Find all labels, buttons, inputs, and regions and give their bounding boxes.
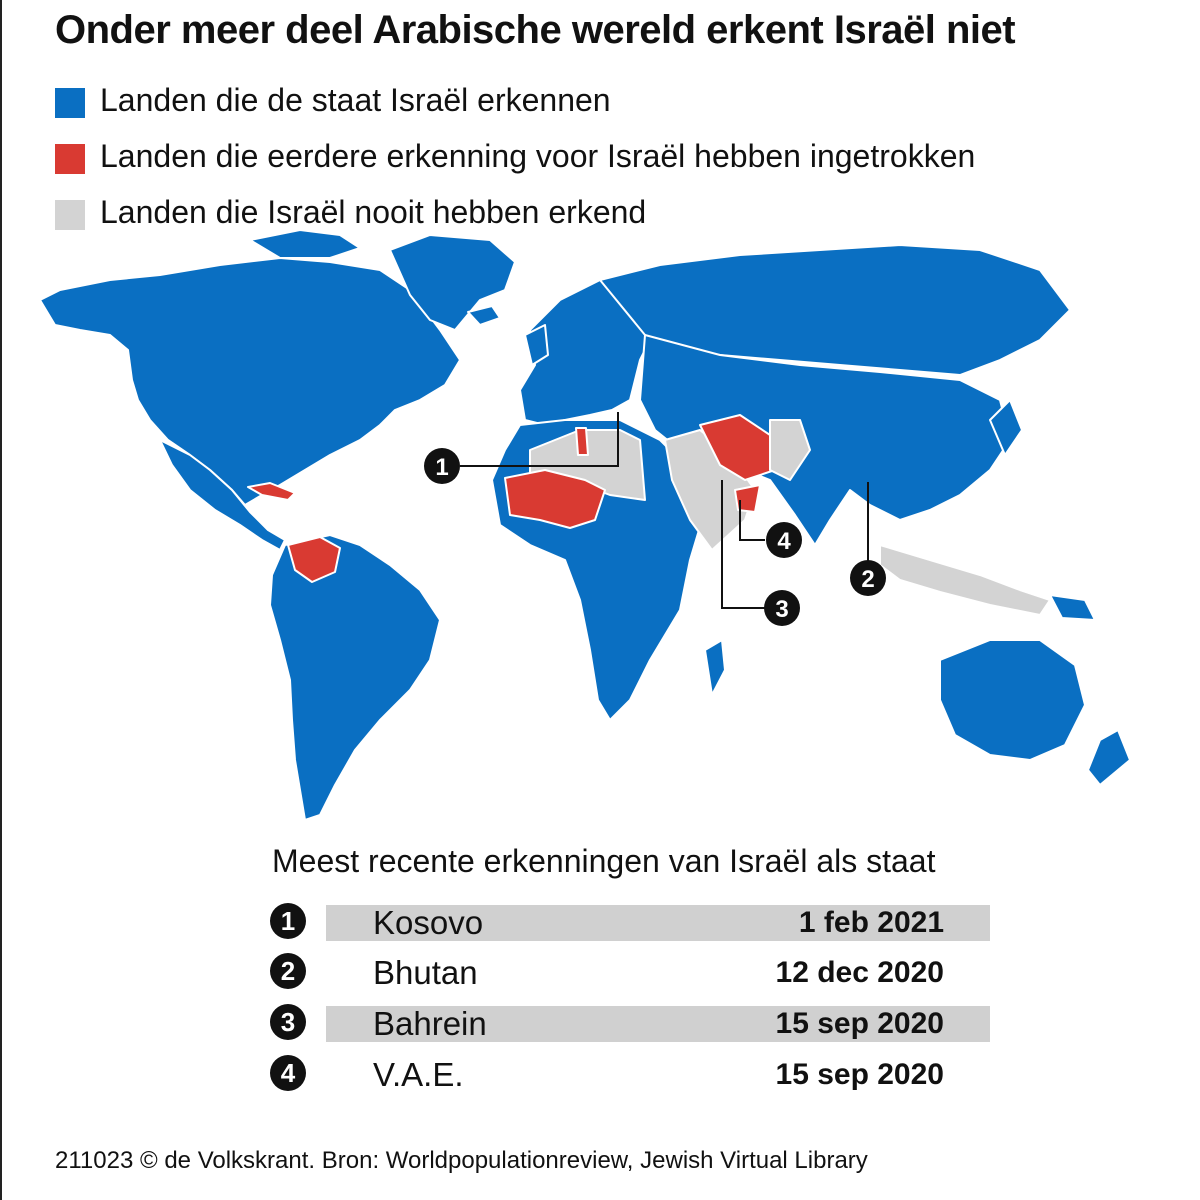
marker-2: 2 [850,560,886,596]
world-map: 1 2 3 4 [39,229,1131,821]
iceland [467,305,501,326]
recent-row: 3 Bahrein 15 sep 2020 [270,1004,990,1044]
mali-niger [504,469,606,529]
row-number: 1 [270,903,306,939]
row-date: 15 sep 2020 [775,1007,944,1040]
row-country: Kosovo [373,904,484,941]
row-number: 4 [270,1055,306,1091]
row-number: 3 [270,1004,306,1040]
south-america [269,534,441,821]
recent-row: 1 Kosovo 1 feb 2021 [270,903,990,943]
recent-row: 2 Bhutan 12 dec 2020 [270,953,990,993]
legend-swatch-never [55,200,85,230]
page-title: Onder meer deel Arabische wereld erkent … [55,8,1016,52]
pakistan-afghanistan-never [769,419,811,481]
row-band [326,905,990,941]
left-border [0,0,2,1200]
legend-label: Landen die eerdere erkenning voor Israël… [100,138,976,174]
row-band [326,1006,990,1042]
leader-line-4 [739,500,765,541]
japan [989,399,1023,456]
row-date: 15 sep 2020 [775,1058,944,1091]
greenland [389,234,516,331]
row-country: V.A.E. [373,1056,464,1093]
oman-yemen-withdrawn [734,484,761,513]
marker-4-label: 4 [777,528,791,555]
row-country: Bhutan [373,954,478,991]
north-america [39,257,461,506]
source-credit: 211023 © de Volkskrant. Bron: Worldpopul… [55,1147,868,1174]
indonesia-malaysia-never [879,544,1051,616]
marker-1: 1 [424,448,460,484]
row-country: Bahrein [373,1005,487,1042]
recent-recognitions-title: Meest recente erkenningen van Israël als… [272,843,936,879]
leader-line-1 [460,412,619,467]
australia [939,639,1086,761]
tunisia [575,427,589,456]
row-date: 12 dec 2020 [775,956,944,989]
new-zealand [1087,729,1131,786]
venezuela [287,536,341,583]
row-number: 2 [270,953,306,989]
uk [524,324,549,366]
arctic-islands [249,229,361,259]
marker-1-label: 1 [435,454,448,481]
marker-4: 4 [766,522,802,558]
leader-line-3 [721,480,780,609]
marker-3-label: 3 [775,596,788,623]
legend-swatch-recognize [55,88,85,118]
papua [1049,594,1096,621]
legend-label: Landen die Israël nooit hebben erkend [100,194,647,230]
marker-2-label: 2 [861,566,874,593]
row-date: 1 feb 2021 [798,906,944,939]
legend-swatch-withdrawn [55,144,85,174]
cuba [247,482,296,501]
mexico-central-america [159,439,286,551]
recent-row: 4 V.A.E. 15 sep 2020 [270,1055,990,1095]
madagascar [704,639,726,696]
legend-label: Landen die de staat Israël erkennen [100,82,611,118]
marker-3: 3 [764,590,800,626]
